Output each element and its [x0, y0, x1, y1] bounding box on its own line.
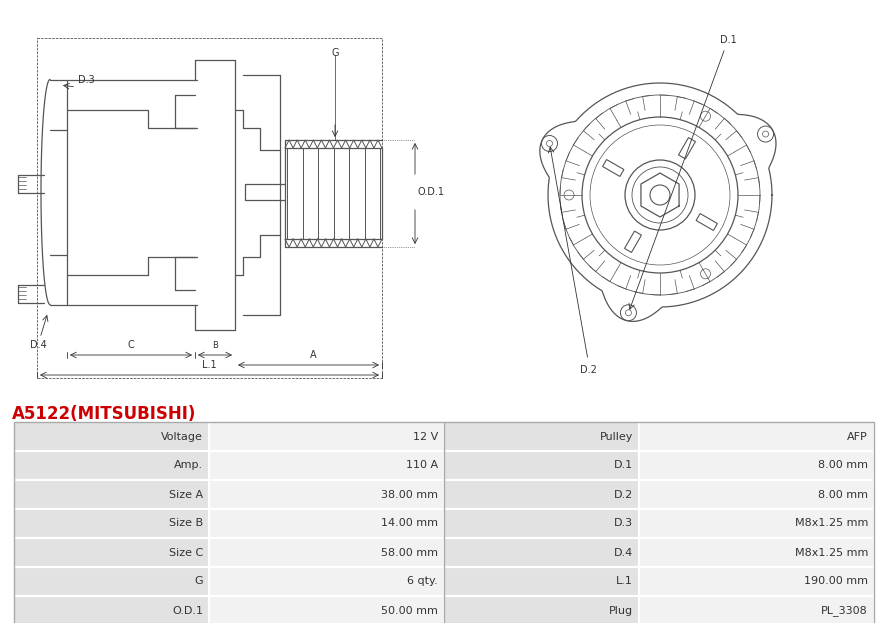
Bar — [444, 451, 639, 480]
Text: D.2: D.2 — [580, 365, 597, 375]
Bar — [444, 596, 639, 623]
Text: D.1: D.1 — [720, 35, 737, 45]
Text: PL_3308: PL_3308 — [821, 605, 868, 616]
Text: Amp.: Amp. — [174, 460, 203, 470]
Text: 50.00 mm: 50.00 mm — [381, 606, 438, 616]
Bar — [209, 596, 444, 623]
Text: 6 qty.: 6 qty. — [407, 576, 438, 586]
Bar — [209, 567, 444, 596]
Text: D.1: D.1 — [614, 460, 633, 470]
Bar — [14, 596, 209, 623]
Text: O.D.1: O.D.1 — [418, 187, 445, 197]
Text: M8x1.25 mm: M8x1.25 mm — [795, 518, 868, 528]
Bar — [14, 567, 209, 596]
Bar — [639, 422, 874, 451]
Text: 8.00 mm: 8.00 mm — [818, 460, 868, 470]
Text: Size C: Size C — [169, 548, 203, 558]
Bar — [209, 451, 444, 480]
Text: B: B — [212, 341, 218, 350]
Bar — [209, 480, 444, 509]
Bar — [209, 422, 444, 451]
Bar — [639, 596, 874, 623]
Text: Voltage: Voltage — [161, 432, 203, 442]
Text: 14.00 mm: 14.00 mm — [381, 518, 438, 528]
Bar — [14, 422, 209, 451]
Text: L.1: L.1 — [616, 576, 633, 586]
Bar — [209, 509, 444, 538]
Text: Size B: Size B — [169, 518, 203, 528]
Text: C: C — [128, 340, 134, 350]
Text: 12 V: 12 V — [412, 432, 438, 442]
Bar — [639, 480, 874, 509]
Text: Size A: Size A — [169, 490, 203, 500]
Bar — [14, 451, 209, 480]
Text: A: A — [310, 350, 316, 360]
Bar — [639, 538, 874, 567]
Bar — [14, 538, 209, 567]
Text: D.2: D.2 — [613, 490, 633, 500]
Text: 38.00 mm: 38.00 mm — [381, 490, 438, 500]
Text: M8x1.25 mm: M8x1.25 mm — [795, 548, 868, 558]
Bar — [209, 538, 444, 567]
Text: G: G — [332, 48, 339, 58]
Text: 58.00 mm: 58.00 mm — [381, 548, 438, 558]
Text: D.3: D.3 — [614, 518, 633, 528]
Text: 8.00 mm: 8.00 mm — [818, 490, 868, 500]
Text: 190.00 mm: 190.00 mm — [804, 576, 868, 586]
Text: D.3: D.3 — [78, 75, 95, 85]
Bar — [14, 422, 874, 623]
Text: A5122(MITSUBISHI): A5122(MITSUBISHI) — [12, 405, 196, 423]
Bar — [444, 509, 639, 538]
Text: L.1: L.1 — [202, 360, 217, 370]
Bar — [639, 451, 874, 480]
Text: D.4: D.4 — [30, 340, 47, 350]
Bar — [37, 38, 382, 378]
Bar — [444, 538, 639, 567]
Text: Plug: Plug — [609, 606, 633, 616]
Text: O.D.1: O.D.1 — [172, 606, 203, 616]
Text: D.4: D.4 — [613, 548, 633, 558]
Bar — [639, 509, 874, 538]
Text: 110 A: 110 A — [406, 460, 438, 470]
Bar — [444, 567, 639, 596]
Bar — [14, 480, 209, 509]
Bar — [639, 567, 874, 596]
Bar — [444, 422, 639, 451]
Text: G: G — [195, 576, 203, 586]
Bar — [14, 509, 209, 538]
Text: Pulley: Pulley — [599, 432, 633, 442]
Bar — [444, 480, 639, 509]
Text: AFP: AFP — [847, 432, 868, 442]
